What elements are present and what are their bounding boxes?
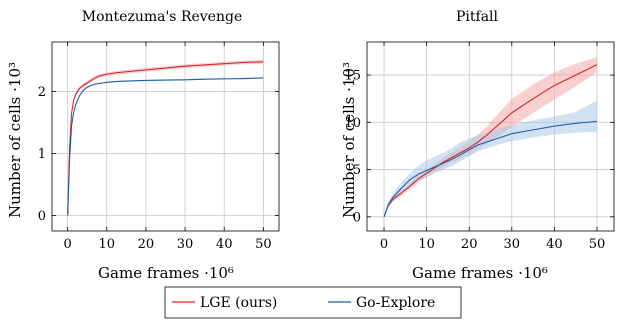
x-tick-label: 40 — [216, 237, 233, 252]
chart-montezuma: Montezuma's Revenge 0 10 20 30 40 50 0 1 2 Game … — [6, 9, 280, 282]
x-tick-label: 10 — [99, 237, 116, 252]
x-tick-label: 50 — [255, 237, 272, 252]
x-tick-label: 0 — [380, 237, 388, 252]
x-tick-label: 0 — [64, 237, 72, 252]
confidence-band — [384, 100, 597, 217]
confidence-bands — [384, 57, 597, 217]
x-tick-label: 30 — [177, 237, 194, 252]
y-axis-label: Number of cells ·10³ — [340, 62, 358, 218]
legend-box — [164, 286, 462, 319]
legend: LGE (ours) Go-Explore — [164, 286, 462, 319]
y-tick-label: 2 — [38, 85, 46, 100]
ticks: 0 10 20 30 40 50 0 5 10 15 — [344, 42, 614, 252]
y-tick-label: 0 — [38, 209, 46, 224]
series-lines — [383, 64, 598, 218]
series-lines — [67, 61, 264, 216]
y-tick-label: 5 — [353, 163, 361, 178]
chart-title: Pitfall — [456, 9, 499, 25]
series-line — [67, 61, 264, 216]
y-tick-label: 1 — [38, 147, 46, 162]
chart-pitfall: Pitfall 0 10 20 30 40 50 0 5 10 15 Game frames ·1… — [340, 9, 615, 282]
x-tick-label: 20 — [138, 237, 155, 252]
x-tick-label: 20 — [461, 237, 478, 252]
y-tick-label: 10 — [344, 116, 361, 131]
x-tick-label: 30 — [504, 237, 521, 252]
legend-label-goexplore: Go-Explore — [356, 295, 435, 311]
y-tick-label: 15 — [344, 69, 361, 84]
grid — [52, 42, 279, 231]
chart-title: Montezuma's Revenge — [82, 9, 242, 25]
x-tick-label: 50 — [589, 237, 606, 252]
x-axis-label: Game frames ·10⁶ — [412, 264, 548, 282]
legend-label-lge: LGE (ours) — [200, 295, 277, 311]
x-tick-label: 10 — [418, 237, 435, 252]
plot-frame — [51, 41, 280, 232]
y-tick-label: 0 — [353, 210, 361, 225]
series-line — [383, 120, 598, 218]
confidence-band — [67, 77, 264, 216]
x-tick-label: 40 — [546, 237, 563, 252]
y-axis-label: Number of cells ·10³ — [6, 62, 24, 218]
series-line — [67, 77, 264, 216]
plot-frame — [366, 41, 615, 232]
ticks: 0 10 20 30 40 50 0 1 2 — [38, 42, 279, 252]
series-line — [383, 64, 598, 218]
x-axis-label: Game frames ·10⁶ — [98, 264, 234, 282]
